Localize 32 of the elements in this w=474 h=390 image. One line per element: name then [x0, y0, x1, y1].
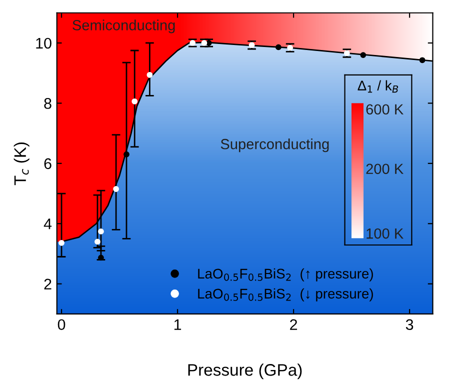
y-tick-label: 8	[44, 98, 52, 109]
x-tick-label: 0	[58, 319, 66, 330]
y-tick-label: 2	[44, 278, 52, 290]
legend-label: LaO$_{0.5}$F$_{0.5}$BiS$_{2}$ (↓ pressure)	[198, 288, 373, 302]
x-tick-label: 2	[290, 319, 298, 330]
point	[276, 44, 282, 50]
point	[98, 254, 104, 261]
annotation: Semiconducting	[72, 20, 175, 34]
y-tick-label: 4	[44, 218, 52, 230]
point	[287, 44, 294, 51]
x-tick-label: 1	[174, 319, 182, 330]
point	[146, 72, 153, 78]
point	[360, 52, 366, 58]
point	[419, 57, 426, 64]
point	[98, 228, 104, 234]
x-tick-label: 3	[406, 319, 414, 330]
point	[94, 238, 100, 245]
annotation: 600 K	[366, 104, 404, 115]
color-bar-title: Δ$_{1}$ / k$_{B}$	[358, 80, 398, 93]
point	[344, 50, 350, 56]
x-axis-title: Pressure (GPa)	[188, 364, 302, 380]
y-axis-title: T$_{c}$ (K)	[14, 142, 30, 186]
point	[132, 98, 138, 104]
annotation: 100 K	[366, 228, 404, 239]
point	[58, 240, 64, 246]
y-tick-label: 10	[36, 38, 52, 49]
annotation: Superconducting	[220, 138, 329, 152]
point	[113, 186, 119, 192]
point	[124, 151, 130, 158]
y-tick-label: 6	[44, 158, 52, 170]
legend-label: LaO$_{0.5}$F$_{0.5}$BiS$_{2}$ (↑ pressure)	[198, 268, 373, 282]
annotation: 200 K	[366, 164, 404, 174]
